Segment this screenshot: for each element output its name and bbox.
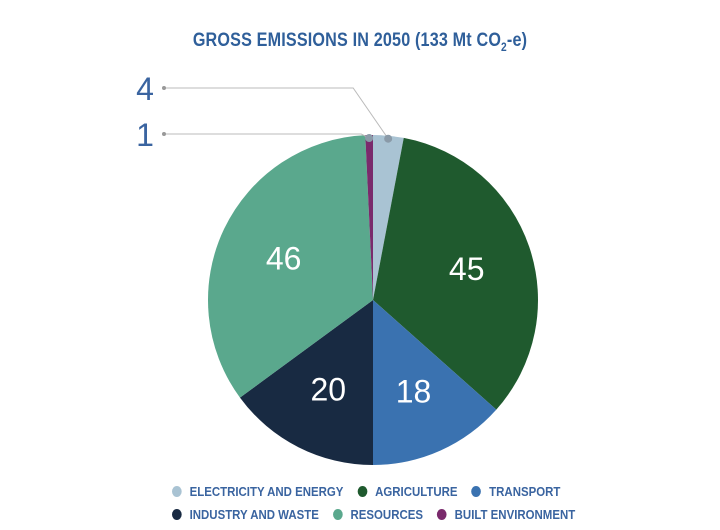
legend-item: ELECTRICITY AND ENERGY xyxy=(172,484,343,499)
data-label: 18 xyxy=(396,373,432,409)
callout-dot xyxy=(384,134,393,143)
pie-slice xyxy=(373,135,404,300)
legend-label: AGRICULTURE xyxy=(375,484,458,499)
callout-line xyxy=(164,87,389,139)
callout-dot xyxy=(162,132,166,136)
legend-swatch xyxy=(172,486,182,497)
legend-row-2: INDUSTRY AND WASTE RESOURCES BUILT ENVIR… xyxy=(172,507,589,522)
legend-swatch xyxy=(357,486,368,497)
title-end: -e) xyxy=(506,30,528,51)
pie-slice xyxy=(365,135,373,300)
legend-label: TRANSPORT xyxy=(489,484,561,499)
legend-item: RESOURCES xyxy=(332,507,423,522)
pie-slice xyxy=(208,135,373,398)
title-text: GROSS EMISSIONS IN 2050 (133 Mt CO xyxy=(192,30,502,51)
legend-item: TRANSPORT xyxy=(471,484,561,499)
pie-slice xyxy=(373,137,538,410)
data-label: 46 xyxy=(266,240,302,276)
legend-swatch xyxy=(471,486,482,497)
title-subscript: 2 xyxy=(501,39,507,54)
callout-line xyxy=(164,133,370,139)
callout-dot xyxy=(365,134,374,143)
legend-label: INDUSTRY AND WASTE xyxy=(189,507,319,522)
pie-slice xyxy=(239,300,373,465)
legend-label: BUILT ENVIRONMENT xyxy=(454,507,576,522)
data-label: 1 xyxy=(136,117,154,153)
pie-slice xyxy=(373,300,497,465)
legend-label: RESOURCES xyxy=(350,507,423,522)
legend-row-1: ELECTRICITY AND ENERGY AGRICULTURE TRANS… xyxy=(172,484,574,499)
legend-swatch xyxy=(332,509,343,520)
legend-item: AGRICULTURE xyxy=(357,484,458,499)
chart-title: GROSS EMISSIONS IN 2050 (133 Mt CO2-e) xyxy=(54,30,666,54)
legend-item: BUILT ENVIRONMENT xyxy=(437,507,575,522)
data-label: 4 xyxy=(136,71,154,107)
legend-swatch xyxy=(172,509,182,520)
callout-dot xyxy=(162,86,166,90)
data-label: 20 xyxy=(310,371,346,407)
legend-item: INDUSTRY AND WASTE xyxy=(172,507,319,522)
legend-swatch xyxy=(437,509,447,520)
data-label: 45 xyxy=(449,251,485,287)
legend-label: ELECTRICITY AND ENERGY xyxy=(189,484,344,499)
